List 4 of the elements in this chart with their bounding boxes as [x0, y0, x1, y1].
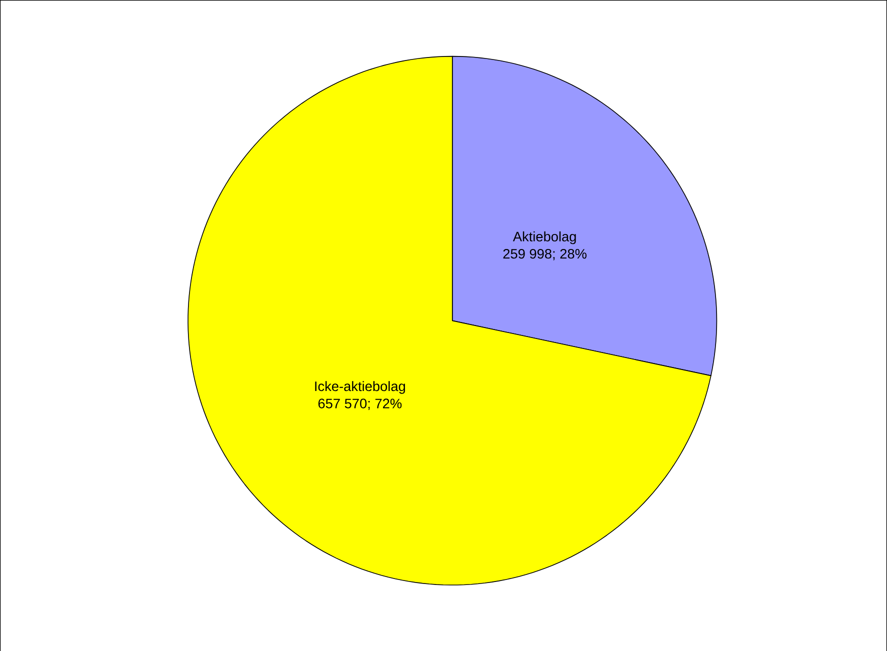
- data-label: 259 998; 28%: [503, 248, 587, 260]
- data-label: 657 570; 72%: [318, 398, 402, 410]
- slice-label: Icke-aktiebolag: [315, 380, 405, 394]
- slice-label: Aktiebolag: [512, 231, 576, 244]
